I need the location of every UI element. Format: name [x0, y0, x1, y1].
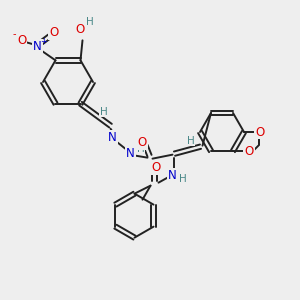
- Text: O: O: [76, 23, 85, 36]
- Text: O: O: [255, 125, 265, 139]
- Text: H: H: [85, 17, 93, 27]
- Text: N: N: [108, 131, 117, 144]
- Text: H: H: [178, 174, 186, 184]
- Text: H: H: [100, 107, 107, 117]
- Text: O: O: [138, 136, 147, 149]
- Text: H: H: [187, 136, 194, 146]
- Text: -: -: [13, 29, 16, 39]
- Text: O: O: [244, 145, 253, 158]
- Text: H: H: [136, 144, 144, 154]
- Text: N: N: [126, 147, 135, 160]
- Text: O: O: [17, 34, 26, 47]
- Text: N: N: [168, 169, 177, 182]
- Text: N: N: [33, 40, 42, 53]
- Text: O: O: [152, 161, 161, 174]
- Text: O: O: [49, 26, 58, 39]
- Text: +: +: [40, 37, 47, 46]
